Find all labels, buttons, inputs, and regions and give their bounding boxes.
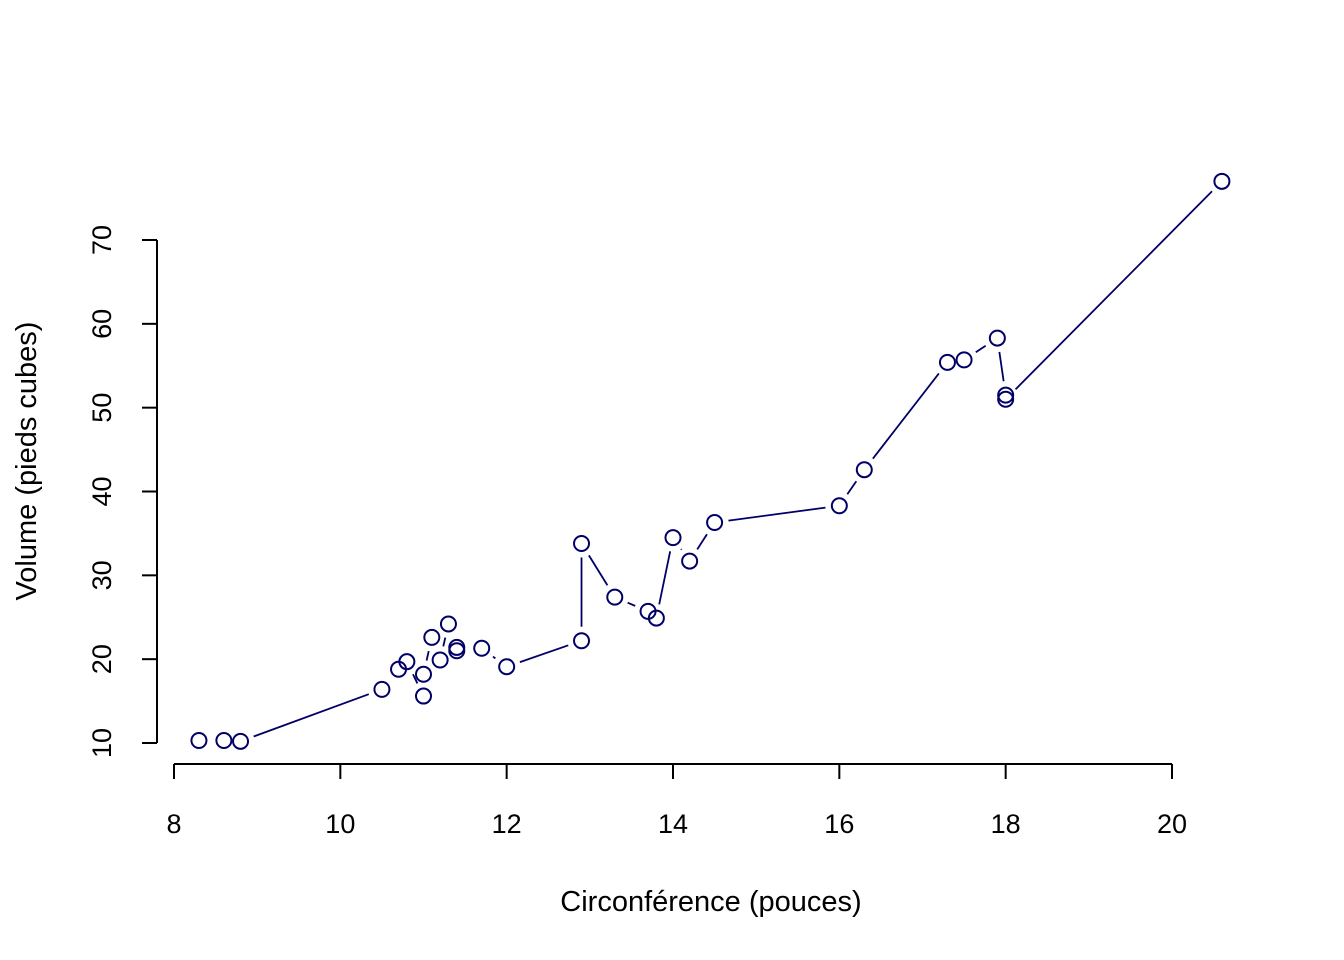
series-segment: [492, 655, 496, 660]
series-segment: [412, 673, 419, 684]
series-segment: [872, 372, 940, 460]
series-segment: [588, 554, 609, 586]
series-segment: [253, 693, 370, 738]
data-point: [423, 628, 441, 646]
y-tick-label: 10: [87, 728, 117, 758]
data-point: [664, 529, 682, 547]
y-tick-label: 20: [87, 644, 117, 674]
x-tick-label: 16: [824, 809, 854, 839]
y-axis: 10 20 30 40 50 60 70: [87, 225, 158, 758]
data-point: [398, 653, 416, 671]
x-tick-label: 10: [325, 809, 355, 839]
series-segment: [442, 637, 447, 647]
series-segment: [627, 601, 636, 607]
data-point: [373, 680, 391, 698]
series-segment: [998, 351, 1005, 382]
data-point: [439, 615, 457, 633]
data-point: [606, 588, 624, 606]
series-segment: [1014, 190, 1213, 390]
series-segment: [696, 533, 708, 550]
x-tick-label: 20: [1157, 809, 1187, 839]
data-point: [997, 390, 1015, 408]
y-tick-label: 50: [87, 393, 117, 423]
data-point: [573, 534, 591, 552]
data-point: [232, 732, 250, 750]
series-segment: [728, 506, 826, 522]
data-point: [431, 651, 449, 669]
data-point: [830, 497, 848, 515]
y-tick-label: 70: [87, 225, 117, 255]
x-axis-title: Circonférence (pouces): [560, 886, 861, 918]
series-line: [253, 190, 1213, 738]
series-points: [190, 172, 1231, 750]
data-point: [997, 386, 1015, 404]
series-segment: [658, 551, 672, 605]
data-point: [448, 638, 466, 656]
data-point: [573, 632, 591, 650]
x-tick-label: 8: [166, 809, 181, 839]
data-point: [190, 731, 208, 749]
data-point: [498, 658, 516, 676]
y-axis-title: Volume (pieds cubes): [11, 322, 43, 601]
data-point: [706, 514, 724, 532]
data-point: [681, 552, 699, 570]
data-point: [938, 353, 956, 371]
series-segment: [519, 644, 569, 663]
x-tick-label: 18: [991, 809, 1021, 839]
y-tick-label: 30: [87, 560, 117, 590]
data-point: [448, 642, 466, 660]
y-tick-label: 60: [87, 309, 117, 339]
data-point: [473, 639, 491, 657]
y-tick-label: 40: [87, 476, 117, 506]
data-point: [215, 731, 233, 749]
data-point: [988, 329, 1006, 347]
data-point: [855, 461, 873, 479]
data-point: [955, 351, 973, 369]
x-tick-label: 12: [492, 809, 522, 839]
series-segment: [846, 480, 858, 495]
series-segment: [425, 650, 430, 661]
data-point: [415, 687, 432, 705]
data-point: [415, 665, 432, 683]
data-point: [1213, 172, 1231, 190]
data-point: [647, 609, 665, 627]
x-axis: 8 10 12 14 16 18 20: [166, 763, 1187, 839]
series-segment: [975, 345, 987, 353]
x-tick-label: 14: [658, 809, 688, 839]
